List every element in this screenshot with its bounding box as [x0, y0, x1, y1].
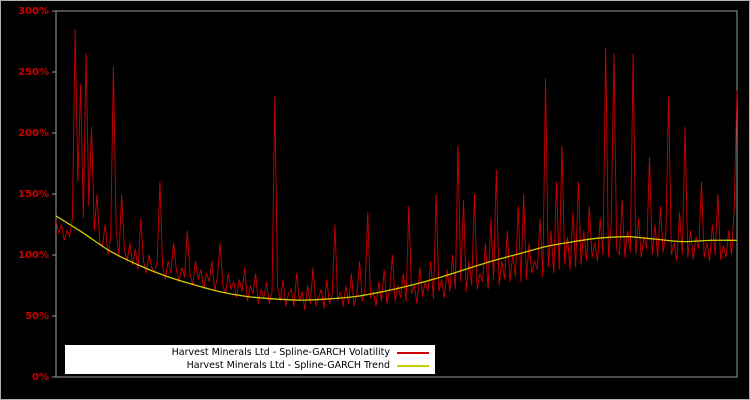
trend-series-line — [55, 215, 738, 301]
legend-item-trend: Harvest Minerals Ltd - Spline-GARCH Tren… — [65, 360, 429, 373]
y-axis-label: 0% — [32, 372, 49, 383]
legend-line-trend — [397, 365, 429, 367]
legend-line-volatility — [397, 352, 429, 354]
legend-label-volatility: Harvest Minerals Ltd - Spline-GARCH Vola… — [171, 347, 390, 358]
y-axis-label: 200% — [18, 128, 49, 139]
y-axis-label: 300% — [18, 6, 49, 17]
legend: Harvest Minerals Ltd - Spline-GARCH Vola… — [65, 345, 435, 374]
y-axis-label: 50% — [25, 311, 49, 322]
volatility-series-line — [55, 29, 738, 310]
legend-label-trend: Harvest Minerals Ltd - Spline-GARCH Tren… — [186, 360, 390, 371]
y-axis-label: 100% — [18, 250, 49, 261]
y-axis-label: 250% — [18, 67, 49, 78]
legend-item-volatility: Harvest Minerals Ltd - Spline-GARCH Vola… — [65, 347, 429, 360]
y-axis-label: 150% — [18, 189, 49, 200]
